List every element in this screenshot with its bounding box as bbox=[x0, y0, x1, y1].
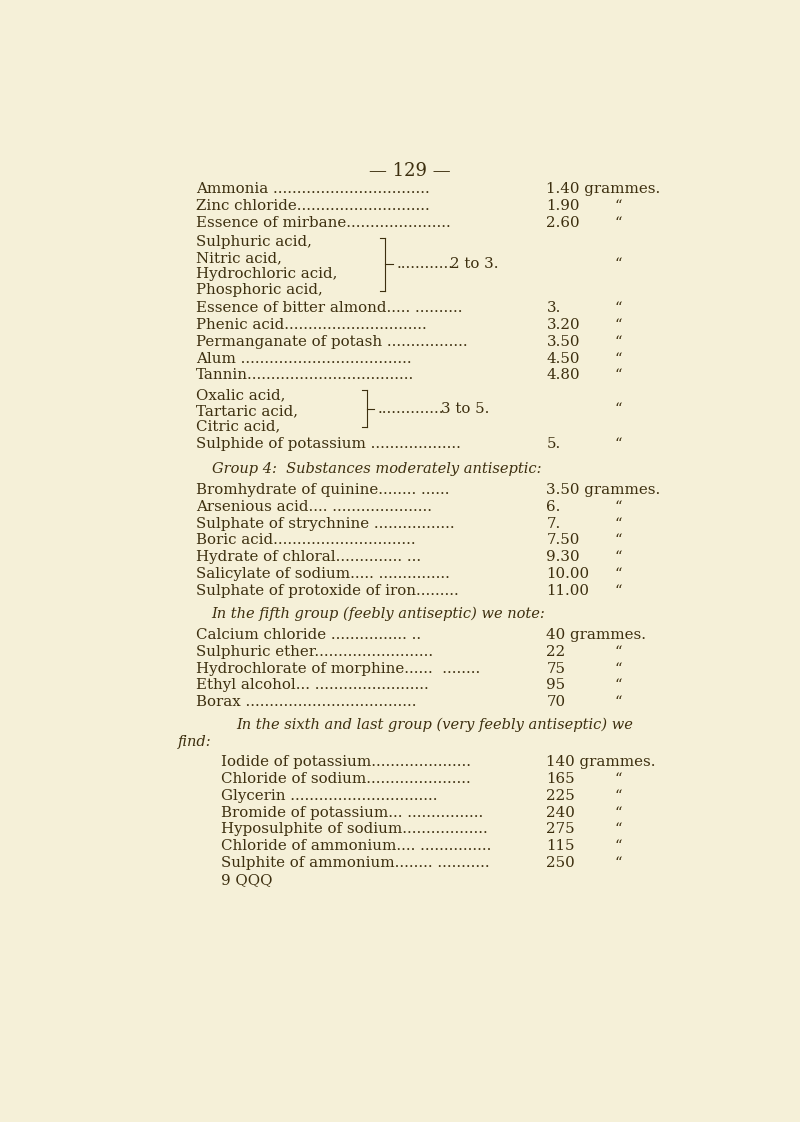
Text: Chloride of sodium......................: Chloride of sodium...................... bbox=[221, 772, 470, 785]
Text: 2 to 3.: 2 to 3. bbox=[450, 257, 499, 272]
Text: 1.90: 1.90 bbox=[546, 200, 580, 213]
Text: “: “ bbox=[614, 301, 622, 315]
Text: 6.: 6. bbox=[546, 499, 561, 514]
Text: Essence of mirbane......................: Essence of mirbane...................... bbox=[196, 217, 451, 230]
Text: Alum ....................................: Alum ...................................… bbox=[196, 351, 412, 366]
Text: Hydrochlorate of morphine......  ........: Hydrochlorate of morphine...... ........ bbox=[196, 662, 480, 675]
Text: Sulphuric ether.........................: Sulphuric ether......................... bbox=[196, 645, 434, 659]
Text: 9 QQQ: 9 QQQ bbox=[221, 873, 272, 888]
Text: Ethyl alcohol... ........................: Ethyl alcohol... .......................… bbox=[196, 679, 429, 692]
Text: In the fifth group (feebly antiseptic) we note:: In the fifth group (feebly antiseptic) w… bbox=[211, 607, 546, 622]
Text: “: “ bbox=[614, 533, 622, 548]
Text: “: “ bbox=[614, 516, 622, 531]
Text: 165: 165 bbox=[546, 772, 575, 785]
Text: Hydrochloric acid,: Hydrochloric acid, bbox=[196, 267, 338, 282]
Text: 225: 225 bbox=[546, 789, 575, 802]
Text: Boric acid..............................: Boric acid.............................. bbox=[196, 533, 416, 548]
Text: Essence of bitter almond..... ..........: Essence of bitter almond..... .......... bbox=[196, 301, 462, 315]
Text: “: “ bbox=[614, 696, 622, 709]
Text: Borax ....................................: Borax ..................................… bbox=[196, 696, 417, 709]
Text: Hydrate of chloral.............. ...: Hydrate of chloral.............. ... bbox=[196, 550, 422, 564]
Text: Ammonia .................................: Ammonia ................................… bbox=[196, 183, 430, 196]
Text: Nitric acid,: Nitric acid, bbox=[196, 251, 282, 266]
Text: “: “ bbox=[614, 200, 622, 213]
Text: “: “ bbox=[614, 438, 622, 451]
Text: “: “ bbox=[614, 217, 622, 230]
Text: 75: 75 bbox=[546, 662, 566, 675]
Text: 275: 275 bbox=[546, 822, 575, 836]
Text: 250: 250 bbox=[546, 856, 575, 870]
Text: 3.20: 3.20 bbox=[546, 318, 580, 332]
Text: find:: find: bbox=[178, 735, 211, 748]
Text: “: “ bbox=[614, 645, 622, 659]
Text: 10.00: 10.00 bbox=[546, 568, 590, 581]
Text: Tartaric acid,: Tartaric acid, bbox=[196, 404, 298, 417]
Text: Phosphoric acid,: Phosphoric acid, bbox=[196, 284, 323, 297]
Text: Sulphide of potassium ...................: Sulphide of potassium ..................… bbox=[196, 438, 461, 451]
Text: “: “ bbox=[614, 257, 622, 272]
Text: 9.30: 9.30 bbox=[546, 550, 580, 564]
Text: “: “ bbox=[614, 806, 622, 819]
Text: “: “ bbox=[614, 585, 622, 598]
Text: 240: 240 bbox=[546, 806, 575, 819]
Text: 2.60: 2.60 bbox=[546, 217, 580, 230]
Text: 5.: 5. bbox=[546, 438, 561, 451]
Text: Citric acid,: Citric acid, bbox=[196, 420, 280, 434]
Text: 1.40 grammes.: 1.40 grammes. bbox=[546, 183, 661, 196]
Text: “: “ bbox=[614, 662, 622, 675]
Text: “: “ bbox=[614, 368, 622, 383]
Text: Calcium chloride ................ ..: Calcium chloride ................ .. bbox=[196, 628, 422, 642]
Text: 7.: 7. bbox=[546, 516, 561, 531]
Text: 140 grammes.: 140 grammes. bbox=[546, 755, 656, 769]
Text: 95: 95 bbox=[546, 679, 566, 692]
Text: “: “ bbox=[614, 318, 622, 332]
Text: “: “ bbox=[614, 334, 622, 349]
Text: Zinc chloride............................: Zinc chloride...........................… bbox=[196, 200, 430, 213]
Text: “: “ bbox=[614, 499, 622, 514]
Text: “: “ bbox=[614, 789, 622, 802]
Text: Sulphite of ammonium........ ...........: Sulphite of ammonium........ ........... bbox=[221, 856, 490, 870]
Text: 70: 70 bbox=[546, 696, 566, 709]
Text: 3.50: 3.50 bbox=[546, 334, 580, 349]
Text: Oxalic acid,: Oxalic acid, bbox=[196, 388, 286, 402]
Text: Bromide of potassium... ................: Bromide of potassium... ................ bbox=[221, 806, 483, 819]
Text: In the sixth and last group (very feebly antiseptic) we: In the sixth and last group (very feebly… bbox=[237, 718, 634, 733]
Text: Permanganate of potash .................: Permanganate of potash ................. bbox=[196, 334, 468, 349]
Text: 3.: 3. bbox=[546, 301, 561, 315]
Text: ..............: .............. bbox=[378, 402, 444, 415]
Text: Salicylate of sodium..... ...............: Salicylate of sodium..... ..............… bbox=[196, 568, 450, 581]
Text: 4.80: 4.80 bbox=[546, 368, 580, 383]
Text: — 129 —: — 129 — bbox=[369, 163, 451, 181]
Text: Sulphuric acid,: Sulphuric acid, bbox=[196, 236, 312, 249]
Text: Sulphate of strychnine .................: Sulphate of strychnine ................. bbox=[196, 516, 454, 531]
Text: 40 grammes.: 40 grammes. bbox=[546, 628, 646, 642]
Text: “: “ bbox=[614, 839, 622, 853]
Text: “: “ bbox=[614, 772, 622, 785]
Text: Sulphate of protoxide of iron.........: Sulphate of protoxide of iron......... bbox=[196, 585, 459, 598]
Text: “: “ bbox=[614, 351, 622, 366]
Text: “: “ bbox=[614, 679, 622, 692]
Text: ............: ............ bbox=[396, 257, 454, 272]
Text: 3.50 grammes.: 3.50 grammes. bbox=[546, 482, 661, 497]
Text: 11.00: 11.00 bbox=[546, 585, 590, 598]
Text: Glycerin ...............................: Glycerin ............................... bbox=[221, 789, 438, 802]
Text: Phenic acid..............................: Phenic acid.............................… bbox=[196, 318, 427, 332]
Text: 3 to 5.: 3 to 5. bbox=[441, 402, 490, 415]
Text: Arsenious acid.... .....................: Arsenious acid.... ..................... bbox=[196, 499, 432, 514]
Text: “: “ bbox=[614, 402, 622, 415]
Text: “: “ bbox=[614, 550, 622, 564]
Text: “: “ bbox=[614, 822, 622, 836]
Text: 115: 115 bbox=[546, 839, 575, 853]
Text: Hyposulphite of sodium..................: Hyposulphite of sodium.................. bbox=[221, 822, 488, 836]
Text: Iodide of potassium.....................: Iodide of potassium..................... bbox=[221, 755, 471, 769]
Text: Group 4:  Substances moderately antiseptic:: Group 4: Substances moderately antisepti… bbox=[211, 462, 541, 476]
Text: Chloride of ammonium.... ...............: Chloride of ammonium.... ............... bbox=[221, 839, 491, 853]
Text: Bromhydrate of quinine........ ......: Bromhydrate of quinine........ ...... bbox=[196, 482, 450, 497]
Text: 7.50: 7.50 bbox=[546, 533, 580, 548]
Text: 22: 22 bbox=[546, 645, 566, 659]
Text: 4.50: 4.50 bbox=[546, 351, 580, 366]
Text: Tannin...................................: Tannin..................................… bbox=[196, 368, 414, 383]
Text: “: “ bbox=[614, 856, 622, 870]
Text: “: “ bbox=[614, 568, 622, 581]
